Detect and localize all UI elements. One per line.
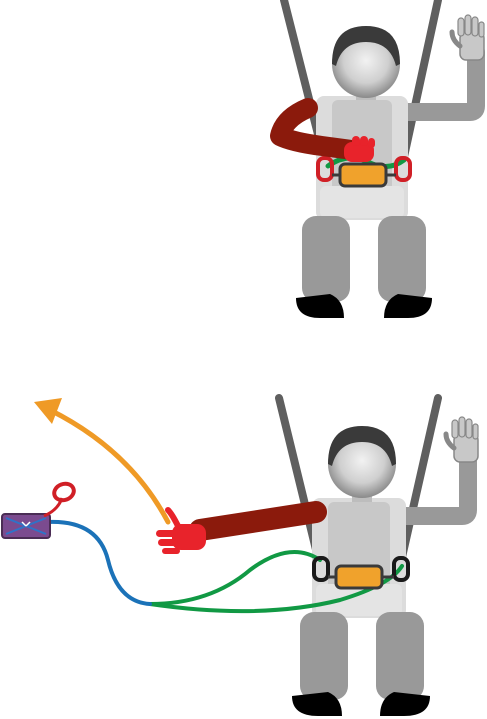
pilot-head <box>328 426 396 502</box>
chest-buckle <box>334 564 384 590</box>
throwing-arm <box>156 501 327 554</box>
reaching-arm <box>270 98 375 162</box>
open-hand-icon <box>443 416 479 463</box>
reserve-container <box>1 513 51 539</box>
right-shoe <box>380 692 430 716</box>
panel-step-2 <box>1 394 479 716</box>
grabbing-hand-icon <box>344 136 375 162</box>
release-hand-icon <box>156 507 206 554</box>
bridle-green-right <box>148 564 404 614</box>
carabiners <box>316 156 412 182</box>
legs <box>296 216 432 318</box>
left-shoe <box>296 294 344 318</box>
right-shoe <box>384 294 432 318</box>
open-hand-icon <box>449 14 485 61</box>
bridle-green-left <box>148 550 322 606</box>
pilot-head <box>332 26 400 100</box>
helmet <box>332 26 400 66</box>
bridle-blue <box>46 519 152 606</box>
left-shoe <box>292 692 342 716</box>
raised-arm <box>385 416 479 525</box>
carabiners <box>312 556 410 582</box>
throw-direction-arrow <box>34 398 171 525</box>
reserve-handle <box>43 481 76 518</box>
panel-step-1 <box>270 0 485 318</box>
chest-buckle <box>338 162 388 188</box>
raised-arm <box>389 14 485 121</box>
legs <box>292 612 430 716</box>
helmet <box>328 426 396 466</box>
